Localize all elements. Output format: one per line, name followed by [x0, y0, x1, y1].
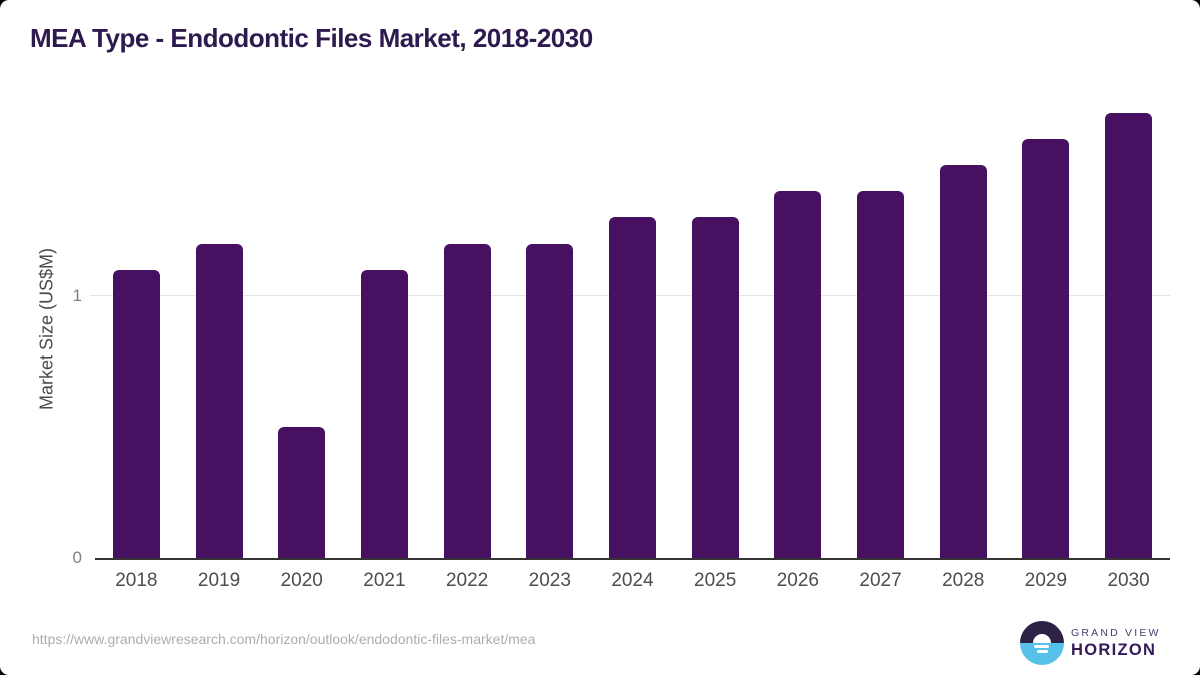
- bar-slot: [674, 100, 757, 558]
- x-tick-label-2027: 2027: [859, 570, 902, 591]
- bar-slot: [757, 100, 840, 558]
- x-tick-label-2019: 2019: [197, 570, 241, 591]
- bar-2025[interactable]: [691, 217, 739, 558]
- x-tick-label-2021: 2021: [363, 570, 406, 591]
- bar-slot: [1005, 100, 1088, 558]
- bar-slot: [260, 100, 343, 558]
- bar-2027[interactable]: [857, 191, 905, 558]
- chart-title: MEA Type - Endodontic Files Market, 2018…: [30, 23, 593, 53]
- bars-row: [95, 100, 1170, 558]
- bar-slot: [178, 100, 261, 558]
- bar-2024[interactable]: [608, 217, 656, 558]
- bar-2028[interactable]: [939, 165, 987, 558]
- bar-2030[interactable]: [1105, 113, 1153, 558]
- logo-brand-bottom: HORIZON: [1071, 640, 1157, 659]
- bar-2026[interactable]: [774, 191, 822, 558]
- bar-slot: [839, 100, 922, 558]
- x-tick-label-2018: 2018: [115, 570, 158, 591]
- y-tick-label-1: 1: [72, 286, 82, 305]
- bar-2020[interactable]: [278, 427, 326, 558]
- x-tick-label-2020: 2020: [280, 570, 323, 591]
- bar-slot: [922, 100, 1005, 558]
- bar-2018[interactable]: [112, 270, 160, 558]
- bar-2022[interactable]: [443, 244, 491, 558]
- y-tick-label-0: 0: [72, 548, 82, 567]
- x-axis-line: [95, 558, 1170, 560]
- source-url: https://www.grandviewresearch.com/horizo…: [32, 631, 536, 647]
- bar-slot: [343, 100, 426, 558]
- x-tick-label-2022: 2022: [445, 570, 489, 591]
- grand-view-horizon-logo: GRAND VIEW HORIZON: [1020, 621, 1160, 665]
- bar-slot: [508, 100, 591, 558]
- y-axis-title: Market Size (US$M): [36, 247, 57, 411]
- bar-2019[interactable]: [195, 244, 243, 558]
- bar-slot: [426, 100, 509, 558]
- x-axis-labels: 2018 2019 2020 2021 2022 2023 2024 2025 2026 2027…: [95, 570, 1170, 592]
- bar-2021[interactable]: [360, 270, 408, 558]
- x-tick-label-2030: 2030: [1107, 570, 1150, 591]
- bar-slot: [95, 100, 178, 558]
- bar-2029[interactable]: [1022, 139, 1070, 558]
- sun-ray-icon: [1036, 650, 1048, 653]
- x-tick-label-2029: 2029: [1024, 570, 1068, 591]
- horizon-sun-icon: [1020, 621, 1064, 665]
- x-tick-label-2028: 2028: [942, 570, 985, 591]
- logo-text: GRAND VIEW HORIZON: [1071, 627, 1161, 660]
- bar-slot: [1087, 100, 1170, 558]
- x-tick-label-2024: 2024: [611, 570, 654, 591]
- bar-slot: [591, 100, 674, 558]
- x-tick-label-2023: 2023: [528, 570, 571, 591]
- logo-brand-top: GRAND VIEW: [1071, 626, 1161, 639]
- sun-icon: [1033, 634, 1051, 643]
- x-tick-label-2026: 2026: [776, 570, 819, 591]
- sun-ray-icon: [1034, 645, 1049, 648]
- x-tick-label-2025: 2025: [694, 570, 737, 591]
- bar-2023[interactable]: [526, 244, 574, 558]
